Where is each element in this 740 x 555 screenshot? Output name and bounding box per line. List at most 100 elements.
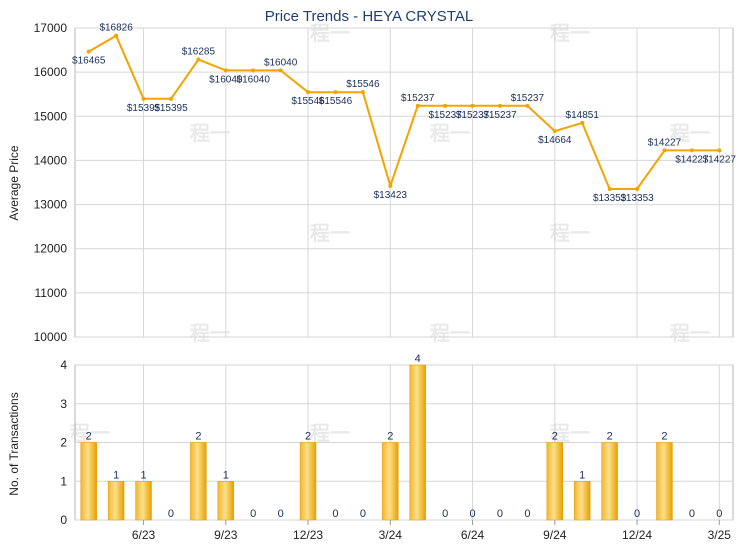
price-point	[360, 90, 365, 95]
transactions-value-label: 1	[140, 469, 146, 481]
transactions-value-label: 0	[469, 508, 475, 520]
transactions-value-label: 2	[661, 431, 667, 443]
price-point	[497, 103, 502, 108]
transactions-value-label: 2	[552, 431, 558, 443]
transactions-value-label: 1	[579, 469, 585, 481]
price-data-label: $16040	[264, 57, 298, 68]
transactions-y-tick-label: 1	[60, 474, 67, 488]
price-y-tick-label: 17000	[34, 21, 68, 35]
transactions-value-label: 2	[86, 431, 92, 443]
price-data-label: $15546	[319, 96, 353, 107]
transactions-y-tick-label: 3	[60, 397, 67, 411]
price-data-label: $14851	[566, 110, 600, 121]
price-data-label: $15237	[456, 110, 490, 121]
transactions-y-tick-label: 2	[60, 436, 67, 450]
transactions-value-label: 0	[360, 508, 366, 520]
transactions-value-label: 4	[415, 353, 421, 365]
transactions-value-label: 0	[497, 508, 503, 520]
x-tick-label: 12/24	[622, 528, 652, 542]
price-panel-frame	[74, 27, 734, 338]
x-tick-label: 6/23	[132, 528, 156, 542]
price-y-tick-label: 16000	[34, 65, 68, 79]
price-data-label: $16040	[237, 74, 271, 85]
x-tick-label: 12/23	[293, 528, 323, 542]
x-tick-label: 3/25	[708, 528, 732, 542]
price-point	[278, 68, 283, 73]
transactions-y-axis-title: No. of Transactions	[7, 392, 21, 495]
transactions-bar	[409, 364, 426, 521]
transactions-value-label: 0	[716, 508, 722, 520]
watermark-mark: 程一	[190, 122, 230, 145]
price-y-tick-label: 11000	[35, 286, 68, 300]
watermark-mark: 程一	[310, 422, 350, 445]
price-y-axis-title: Average Price	[7, 145, 21, 220]
watermark-mark: 程一	[190, 322, 230, 345]
price-point	[689, 148, 694, 153]
price-data-label: $16040	[209, 74, 243, 85]
transactions-bar	[546, 442, 563, 521]
price-data-label: $15546	[346, 79, 380, 90]
price-series	[86, 33, 722, 191]
price-data-label: $15237	[401, 93, 435, 104]
chart-title: Price Trends - HEYA CRYSTAL	[265, 8, 473, 25]
transactions-bar	[107, 481, 125, 521]
price-data-label: $15237	[428, 110, 462, 121]
price-point	[443, 103, 448, 108]
transactions-value-label: 2	[387, 431, 393, 443]
price-series-line	[88, 34, 720, 190]
price-point	[470, 103, 475, 108]
price-data-label: $16285	[182, 47, 216, 58]
price-point	[306, 90, 311, 95]
transactions-value-label: 0	[278, 508, 284, 520]
transactions-bar	[217, 481, 234, 521]
price-data-label: $13423	[374, 190, 408, 201]
watermark-mark: 程一	[310, 222, 350, 245]
price-point	[223, 68, 228, 73]
transactions-gridlines	[75, 364, 733, 521]
transactions-panel: 0 1 2 3 4 No. of Transactions 2 1 1 0 2 1 0 0 2 0 0 2 4 0…	[7, 353, 734, 542]
watermark-mark: 程一	[430, 122, 470, 145]
transactions-value-label: 0	[168, 508, 174, 520]
price-y-tick-label: 12000	[34, 242, 68, 256]
watermark-mark: 程一	[550, 222, 590, 245]
price-data-label: $14227	[675, 154, 709, 165]
price-point	[580, 120, 585, 125]
price-point	[86, 49, 91, 54]
watermark-mark: 程一	[310, 22, 350, 45]
price-data-label: $15395	[154, 103, 188, 114]
price-data-label: $16465	[72, 56, 106, 67]
transactions-value-label: 2	[607, 431, 613, 443]
x-tick-label: 6/24	[461, 528, 485, 542]
price-data-label: $15395	[127, 103, 161, 114]
price-data-label: $15237	[511, 93, 545, 104]
price-point	[388, 183, 393, 188]
transactions-value-label: 2	[305, 431, 311, 443]
transactions-bar	[190, 442, 207, 521]
price-point	[552, 129, 557, 134]
transactions-bar	[601, 442, 618, 521]
price-gridlines	[75, 27, 733, 338]
price-data-label: $15237	[483, 110, 517, 121]
price-point	[662, 148, 667, 153]
transactions-bars	[80, 364, 673, 521]
price-point	[607, 186, 612, 191]
x-tick-label: 9/24	[543, 528, 567, 542]
transactions-value-label: 0	[250, 508, 256, 520]
transactions-value-label: 1	[113, 469, 119, 481]
price-data-label: $15546	[291, 96, 325, 107]
price-data-label: $13353	[620, 193, 654, 204]
transactions-y-tick-label: 4	[60, 358, 67, 372]
price-data-label: $16826	[99, 23, 133, 34]
transactions-value-label: 0	[524, 508, 530, 520]
price-point	[141, 96, 146, 101]
watermark-mark: 程一	[550, 22, 590, 45]
price-data-label: $14227	[648, 137, 682, 148]
price-point	[333, 90, 338, 95]
transactions-bar	[574, 481, 591, 521]
transactions-bar	[135, 481, 152, 521]
watermark-mark: 程一	[70, 422, 110, 445]
price-point	[168, 96, 173, 101]
transactions-value-label: 0	[689, 508, 695, 520]
